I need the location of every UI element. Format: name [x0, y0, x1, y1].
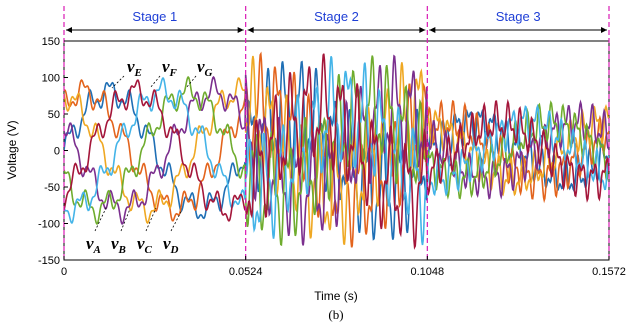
axis-layer: -150 -100 -50 0 50 100 150 0 0.0524 0.1048 0.1572	[38, 36, 626, 278]
figure-caption: (b)	[328, 307, 343, 322]
y-tick-label: 100	[42, 73, 60, 85]
series-line	[64, 54, 609, 246]
phase-label: vG	[197, 57, 213, 79]
annotation-leader	[149, 75, 161, 89]
stage-layer: Stage 1 Stage 2 Stage 3	[63, 6, 610, 260]
annotation-leader	[111, 75, 125, 89]
x-tick-label: 0.1048	[411, 266, 445, 278]
y-tick-label: -50	[44, 182, 60, 194]
stage-label: Stage 3	[496, 9, 541, 24]
y-tick-label: 0	[54, 146, 60, 158]
x-tick-label: 0.0524	[229, 266, 263, 278]
annotation-leader	[94, 205, 108, 232]
series-line	[64, 53, 609, 250]
phase-label: vA	[86, 234, 101, 256]
series-line	[64, 56, 609, 246]
stage-label: Stage 2	[314, 9, 359, 24]
annotation-leader	[145, 207, 157, 232]
stage-arrow-head	[237, 27, 244, 33]
phase-label: vD	[163, 234, 179, 256]
stage-arrow-head	[66, 27, 72, 33]
annotation-layer: vE vF vG vA vB vC vD	[86, 57, 213, 256]
series-layer	[64, 51, 609, 250]
stage-arrow-head	[601, 27, 607, 33]
stage-arrow-head	[429, 27, 436, 33]
y-tick-label: -100	[38, 219, 60, 231]
x-tick-label: 0	[61, 266, 67, 278]
stage-label: Stage 1	[132, 9, 177, 24]
phase-label: vB	[111, 234, 126, 256]
y-axis-label: Voltage (V)	[5, 120, 19, 179]
stage-arrow-head	[419, 27, 426, 33]
series-line	[64, 55, 609, 245]
x-tick-label: 0.1572	[592, 266, 626, 278]
phase-label: vC	[137, 234, 153, 256]
stage-arrow-head	[247, 27, 254, 33]
y-tick-label: 150	[42, 36, 60, 48]
y-tick-label: 50	[48, 109, 60, 121]
annotation-leader	[185, 75, 197, 89]
y-tick-label: -150	[38, 255, 60, 267]
phase-label: vE	[127, 57, 142, 79]
phase-label: vF	[162, 57, 178, 79]
x-axis-label: Time (s)	[314, 289, 358, 303]
